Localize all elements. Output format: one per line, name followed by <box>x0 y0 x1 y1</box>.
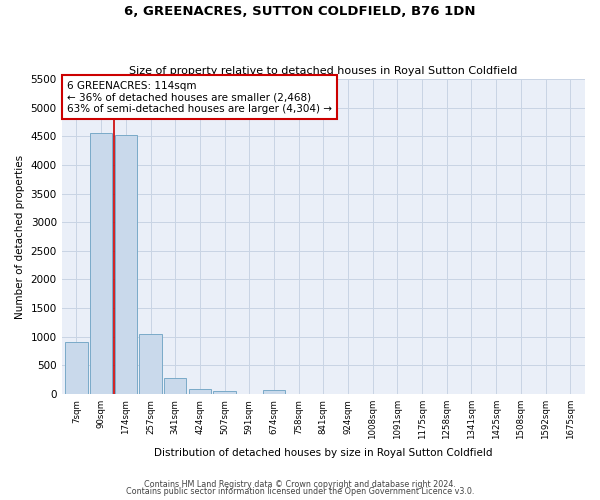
X-axis label: Distribution of detached houses by size in Royal Sutton Coldfield: Distribution of detached houses by size … <box>154 448 493 458</box>
Bar <box>90 134 112 394</box>
Bar <box>65 342 88 394</box>
Bar <box>263 390 285 394</box>
Text: Contains HM Land Registry data © Crown copyright and database right 2024.: Contains HM Land Registry data © Crown c… <box>144 480 456 489</box>
Y-axis label: Number of detached properties: Number of detached properties <box>15 154 25 318</box>
Title: Size of property relative to detached houses in Royal Sutton Coldfield: Size of property relative to detached ho… <box>129 66 518 76</box>
Text: Contains public sector information licensed under the Open Government Licence v3: Contains public sector information licen… <box>126 487 474 496</box>
Text: 6, GREENACRES, SUTTON COLDFIELD, B76 1DN: 6, GREENACRES, SUTTON COLDFIELD, B76 1DN <box>124 5 476 18</box>
Bar <box>189 390 211 394</box>
Text: 6 GREENACRES: 114sqm
← 36% of detached houses are smaller (2,468)
63% of semi-de: 6 GREENACRES: 114sqm ← 36% of detached h… <box>67 80 332 114</box>
Bar <box>139 334 161 394</box>
Bar <box>214 391 236 394</box>
Bar <box>115 134 137 394</box>
Bar <box>164 378 187 394</box>
